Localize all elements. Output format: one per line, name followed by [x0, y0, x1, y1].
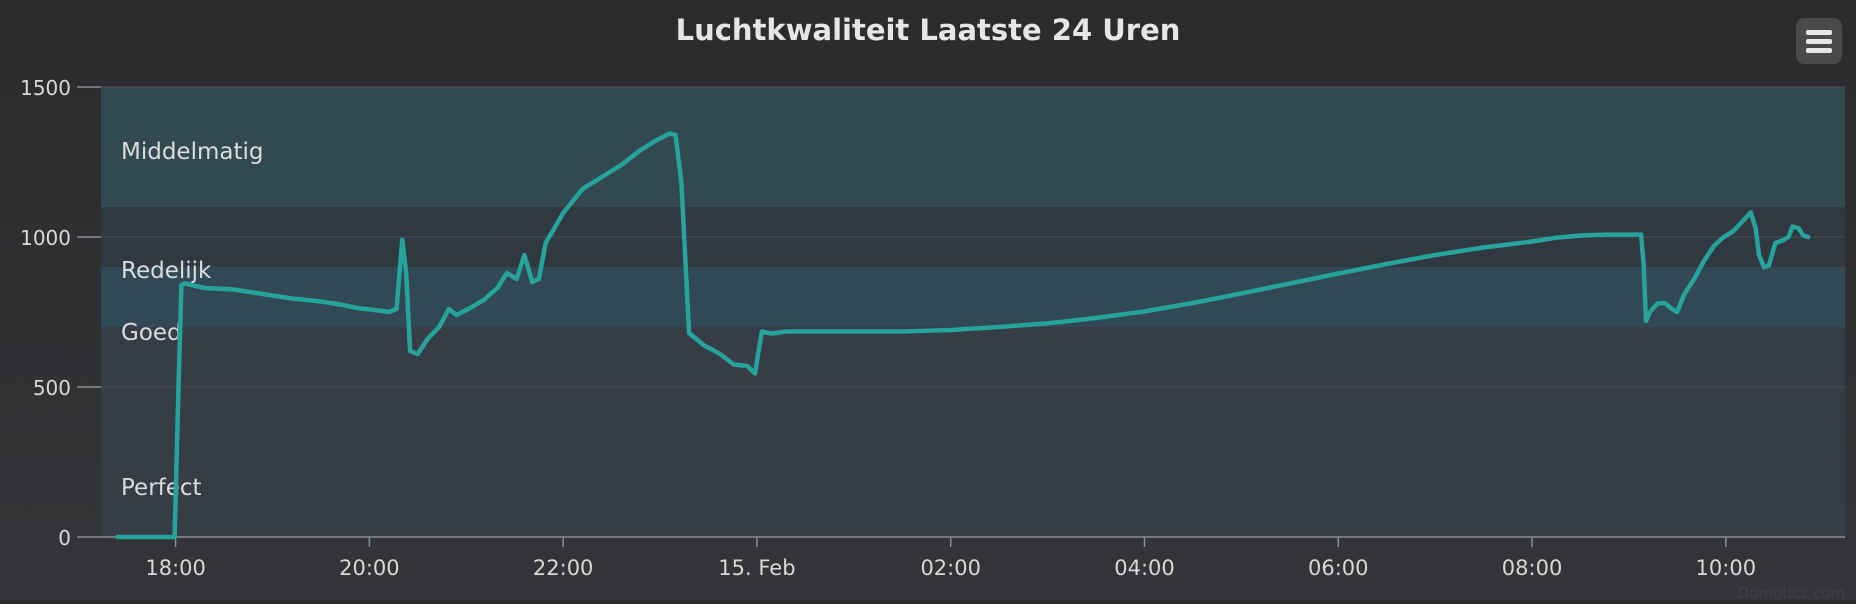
- plot-band-middelmatig: [101, 87, 1845, 207]
- y-tick-label: 1000: [20, 226, 71, 250]
- x-tick-label: 04:00: [1114, 556, 1175, 580]
- band-labels: Perfect Goed Redelijk Middelmatig: [121, 139, 263, 501]
- hamburger-menu-button[interactable]: [1796, 18, 1842, 64]
- hamburger-menu-icon-line: [1806, 39, 1832, 44]
- x-tick-label: 18:00: [145, 556, 206, 580]
- x-tick-label: 02:00: [920, 556, 981, 580]
- x-tick-label: 22:00: [533, 556, 594, 580]
- band-label-perfect: Perfect: [121, 475, 202, 501]
- plot-band-goed: [101, 267, 1845, 327]
- x-tick-label: 15. Feb: [718, 556, 795, 580]
- chart-title: Luchtkwaliteit Laatste 24 Uren: [676, 13, 1181, 47]
- plot-bands: [101, 87, 1845, 537]
- x-tick-label: 20:00: [339, 556, 400, 580]
- band-label-redelijk: Redelijk: [121, 258, 212, 284]
- credits-link[interactable]: Domoticz.com: [1738, 584, 1846, 602]
- x-tick-label: 10:00: [1696, 556, 1757, 580]
- hamburger-menu-icon: [1806, 30, 1832, 35]
- x-tick-label: 06:00: [1308, 556, 1369, 580]
- series-line-0: [115, 131, 1811, 540]
- y-tick-label: 500: [33, 376, 71, 400]
- plot-band-perfect: [101, 327, 1845, 537]
- x-tick-label: 08:00: [1502, 556, 1563, 580]
- hamburger-menu-icon-line: [1806, 48, 1832, 53]
- band-label-middelmatig: Middelmatig: [121, 139, 263, 165]
- y-tick-label: 1500: [20, 76, 71, 100]
- band-label-goed: Goed: [121, 320, 182, 346]
- axes: 0 500 1000 1500 18:00 20:00 22:00 15. Feb 02:00 0…: [20, 76, 1845, 580]
- series-group: [115, 131, 1811, 540]
- y-tick-label: 0: [58, 526, 71, 550]
